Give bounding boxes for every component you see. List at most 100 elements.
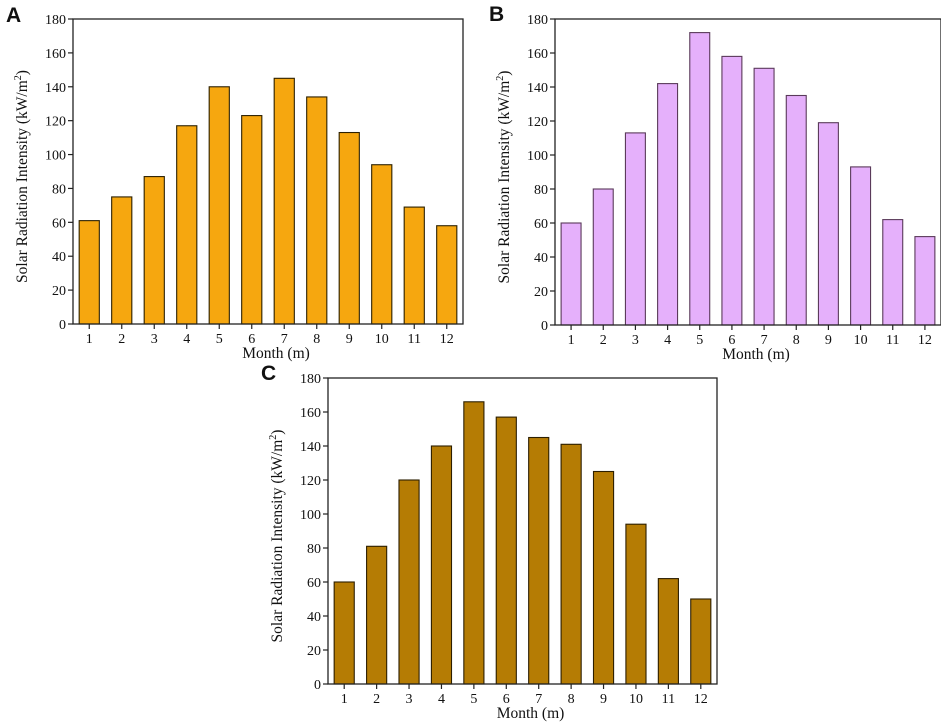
bar-month-3	[143, 176, 165, 325]
y-tick-label: 0	[59, 318, 66, 333]
y-tick-label: 80	[52, 182, 66, 197]
x-tick-label: 10	[375, 332, 389, 347]
x-tick-label: 8	[793, 333, 800, 348]
bar-month-2	[111, 196, 133, 325]
bar-month-5	[689, 32, 711, 326]
y-tick-label: 120	[300, 474, 321, 489]
bar-month-11	[657, 578, 679, 685]
panel-label: A	[6, 4, 21, 27]
x-tick-label: 6	[503, 692, 510, 707]
panel-label: C	[261, 362, 276, 385]
bar-month-1	[560, 222, 582, 326]
x-tick-label: 11	[662, 692, 675, 707]
bar-month-6	[721, 55, 743, 326]
bar-month-6	[241, 115, 263, 325]
bar-month-1	[333, 581, 355, 685]
x-tick-label: 5	[470, 692, 477, 707]
y-axis-title-main: Solar Radiation Intensity (kW/m	[14, 80, 31, 283]
x-tick-label: 8	[568, 692, 575, 707]
y-tick-label: 0	[541, 319, 548, 334]
y-tick-label: 40	[307, 610, 321, 625]
x-tick-label: 6	[248, 332, 255, 347]
y-tick-label: 0	[314, 678, 321, 693]
x-tick-label: 3	[632, 333, 639, 348]
bar-month-7	[753, 67, 775, 326]
y-tick-label: 40	[52, 250, 66, 265]
y-tick-label: 20	[534, 285, 548, 300]
bar-month-12	[914, 236, 936, 326]
plot-frame	[554, 18, 941, 326]
x-tick-label: 4	[438, 692, 445, 707]
bar-month-10	[371, 164, 393, 325]
panel-label: B	[489, 3, 504, 26]
y-axis-title-close: )	[14, 70, 31, 75]
y-tick-label: 160	[527, 47, 548, 62]
x-tick-label: 4	[664, 333, 671, 348]
bar-month-10	[850, 166, 872, 326]
bar-month-1	[78, 220, 100, 325]
bar-month-9	[592, 470, 615, 685]
y-tick-label: 140	[300, 440, 321, 455]
y-axis-title: Solar Radiation Intensity (kW/m2)	[495, 71, 513, 284]
bar-month-8	[560, 443, 582, 685]
x-tick-label: 12	[440, 332, 454, 347]
y-tick-label: 20	[307, 644, 321, 659]
y-tick-label: 160	[45, 47, 66, 62]
x-axis-title: Month (m)	[497, 705, 565, 722]
y-axis-title-main: Solar Radiation Intensity (kW/m	[496, 81, 513, 284]
bar-month-4	[176, 125, 198, 325]
x-tick-label: 4	[183, 332, 190, 347]
y-tick-label: 180	[300, 372, 321, 387]
bar-month-11	[403, 206, 425, 325]
y-axis-title: Solar Radiation Intensity (kW/m2)	[13, 70, 31, 283]
y-tick-label: 180	[45, 13, 66, 28]
bar-month-4	[657, 83, 679, 326]
bar-month-3	[624, 132, 646, 326]
y-axis-title-main: Solar Radiation Intensity (kW/m	[269, 440, 286, 643]
x-tick-label: 7	[281, 332, 288, 347]
x-tick-label: 5	[696, 333, 703, 348]
x-tick-label: 1	[341, 692, 348, 707]
x-tick-label: 9	[825, 333, 832, 348]
bar-month-2	[366, 545, 388, 685]
x-tick-label: 2	[118, 332, 125, 347]
x-tick-label: 10	[854, 333, 868, 348]
y-axis-title: Solar Radiation Intensity (kW/m2)	[268, 430, 286, 643]
bar-month-12	[690, 598, 712, 685]
y-tick-label: 140	[45, 81, 66, 96]
bar-month-10	[625, 523, 647, 685]
x-tick-label: 9	[600, 692, 607, 707]
x-tick-label: 7	[535, 692, 542, 707]
y-tick-label: 60	[307, 576, 321, 591]
plot-frame	[327, 377, 718, 685]
x-tick-label: 12	[694, 692, 708, 707]
bar-month-3	[398, 479, 420, 685]
y-tick-label: 160	[300, 406, 321, 421]
x-tick-label: 2	[373, 692, 380, 707]
y-axis-title-superscript: 2	[13, 75, 24, 80]
x-tick-label: 6	[728, 333, 735, 348]
x-tick-label: 3	[406, 692, 413, 707]
y-tick-label: 180	[527, 13, 548, 28]
x-tick-label: 2	[600, 333, 607, 348]
y-tick-label: 120	[45, 115, 66, 130]
y-axis-title-close: )	[496, 71, 513, 76]
x-tick-label: 7	[761, 333, 768, 348]
bar-month-9	[338, 131, 360, 325]
x-tick-label: 8	[313, 332, 320, 347]
y-tick-label: 20	[52, 284, 66, 299]
y-tick-label: 40	[534, 251, 548, 266]
bar-month-12	[436, 225, 458, 325]
x-axis-title: Month (m)	[722, 346, 790, 363]
bar-month-9	[817, 122, 839, 326]
y-tick-label: 100	[45, 149, 66, 164]
x-tick-label: 3	[151, 332, 158, 347]
x-tick-label: 11	[886, 333, 899, 348]
bar-month-11	[882, 219, 904, 326]
bar-month-6	[495, 416, 517, 685]
y-axis-title-close: )	[269, 430, 286, 435]
